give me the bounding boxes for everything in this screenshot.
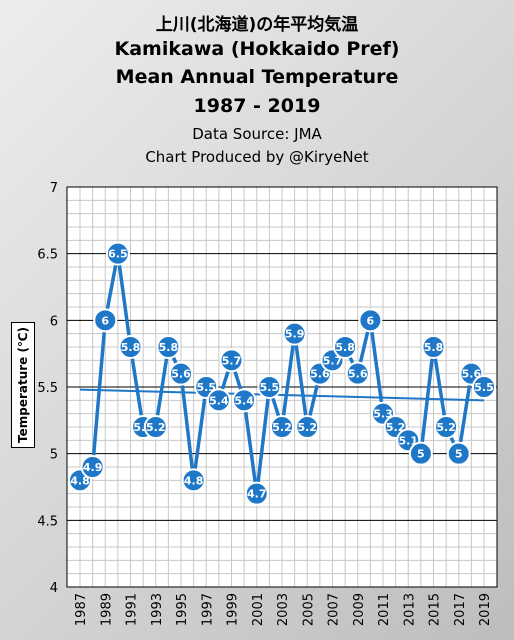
x-tick-label: 2009: [352, 593, 367, 626]
x-tick-label: 2005: [301, 593, 316, 626]
data-point-marker: [206, 388, 231, 413]
data-point-marker: [143, 415, 168, 439]
data-point-marker: [434, 415, 459, 439]
data-point-label: 5.1: [399, 434, 419, 447]
data-point-marker: [219, 348, 244, 373]
data-point-label: 5.4: [209, 394, 229, 407]
data-point-label: 5.8: [335, 341, 355, 354]
data-point-marker: [333, 335, 358, 359]
data-point-label: 5.8: [159, 341, 179, 354]
data-point-marker: [446, 441, 471, 466]
data-point-label: 4.9: [83, 461, 103, 474]
y-tick-label: 6: [50, 314, 58, 329]
trendline: [79, 388, 485, 402]
series-group: 4.84.966.55.85.25.25.85.64.85.55.45.75.4…: [68, 241, 496, 506]
x-tick-label: 2011: [377, 593, 392, 626]
data-point-label: 5.2: [386, 421, 406, 434]
y-axis-title-box: Temperature (℃): [11, 322, 35, 448]
data-point-marker: [181, 468, 206, 493]
data-point-label: 4.8: [184, 474, 204, 487]
data-point-marker: [408, 441, 433, 466]
x-tick-label: 1991: [125, 593, 140, 626]
data-point-label: 5.3: [373, 408, 393, 421]
data-point-marker: [358, 308, 383, 333]
data-point-marker: [118, 335, 143, 359]
x-tick-label: 2013: [402, 593, 417, 626]
y-tick-label: 4: [50, 581, 58, 596]
trendline-group: [79, 388, 485, 402]
x-tick-label: 1987: [74, 593, 89, 626]
data-point-label: 5.6: [310, 368, 330, 381]
axes: 4 4.5 5 5.5 6 6.5 7 1987 1989 1991 1993 1995 1997 199…: [37, 181, 498, 626]
data-point-marker: [169, 361, 193, 386]
chart-title-line-3: 1987 - 2019: [193, 95, 321, 117]
data-point-label: 6: [101, 314, 109, 327]
data-point-label: 5.2: [272, 421, 292, 434]
data-point-label: 5.6: [462, 368, 482, 381]
x-tick-label: 1993: [150, 593, 165, 626]
x-tick-label: 1995: [175, 593, 190, 626]
chart-title-japanese: 上川(北海道)の年平均気温: [155, 15, 359, 35]
data-point-marker: [295, 415, 320, 439]
data-point-label: 5.2: [146, 421, 166, 434]
data-point-label: 5.6: [348, 368, 368, 381]
data-point-marker: [244, 481, 269, 506]
data-point-marker: [156, 335, 181, 359]
data-point-label: 5.8: [424, 341, 444, 354]
data-point-marker: [345, 361, 370, 386]
data-point-label: 5: [417, 448, 425, 461]
x-tick-label: 2003: [276, 593, 291, 626]
chart-title-line-1: Kamikawa (Hokkaido Pref): [114, 38, 400, 60]
data-point-label: 5.4: [234, 394, 254, 407]
data-point-marker: [282, 321, 307, 346]
data-point-label: 5.8: [121, 341, 141, 354]
data-point-label: 6.5: [108, 248, 128, 261]
data-point-label: 4.7: [247, 488, 267, 501]
y-tick-label: 5: [50, 448, 58, 463]
y-axis-title: Temperature (℃): [16, 327, 30, 443]
data-point-label: 5.7: [222, 354, 242, 367]
y-tick-label: 7: [50, 181, 58, 196]
data-point-label: 6: [367, 314, 375, 327]
data-point-label: 4.8: [70, 474, 90, 487]
x-tick-label: 2007: [327, 593, 342, 626]
y-tick-label: 6.5: [37, 248, 58, 263]
data-point-label: 5.5: [474, 381, 494, 394]
data-point-marker: [232, 388, 257, 413]
data-point-label: 5.6: [171, 368, 191, 381]
data-point-label: 5.7: [323, 354, 343, 367]
chart-title-line-2: Mean Annual Temperature: [115, 66, 399, 88]
data-point-marker: [93, 308, 118, 333]
data-point-marker: [472, 375, 496, 399]
data-point-label: 5: [455, 448, 463, 461]
plot-border: [66, 186, 498, 588]
data-point-marker: [257, 375, 282, 399]
data-point-label: 5.5: [197, 381, 217, 394]
x-tick-label: 1999: [226, 593, 241, 626]
data-point-label: 5.2: [436, 421, 456, 434]
x-tick-label: 2001: [251, 593, 266, 626]
data-point-label: 5.5: [260, 381, 280, 394]
y-tick-label: 4.5: [37, 514, 58, 529]
data-point-label: 5.9: [285, 328, 305, 341]
x-tick-label: 2017: [453, 593, 468, 626]
data-point-marker: [80, 455, 105, 479]
x-tick-label: 1997: [200, 593, 215, 626]
data-point-marker: [105, 241, 130, 266]
data-point-label: 5.2: [298, 421, 318, 434]
data-point-marker: [270, 415, 294, 439]
y-tick-label: 5.5: [37, 381, 58, 396]
x-tick-label: 2019: [478, 593, 493, 626]
data-point-marker: [421, 335, 446, 359]
x-tick-label: 1989: [99, 593, 114, 626]
x-tick-label: 2015: [428, 593, 443, 626]
chart-credit-label: Chart Produced by @KiryeNet: [145, 148, 369, 166]
data-source-label: Data Source: JMA: [192, 125, 322, 143]
